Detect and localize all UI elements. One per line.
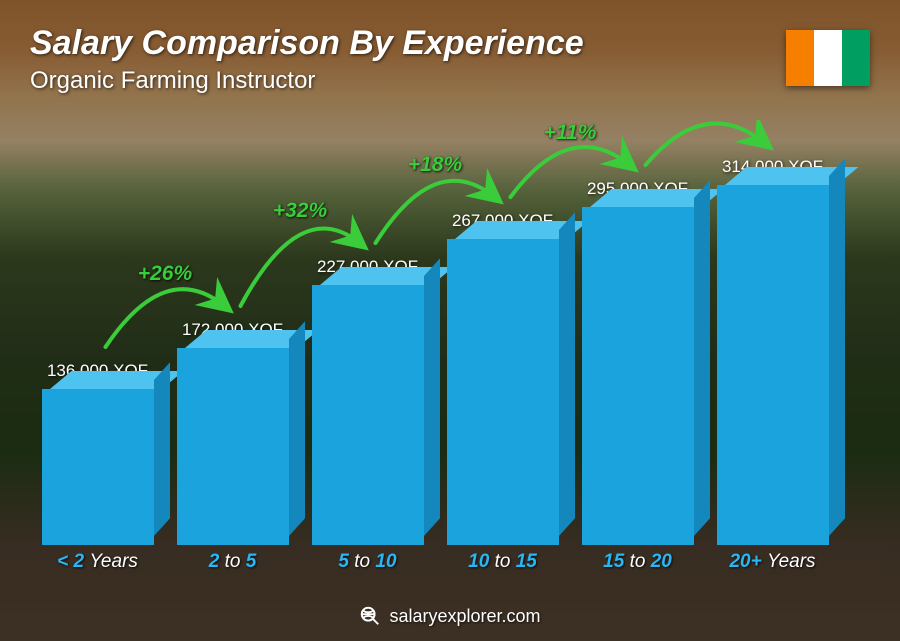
bar	[717, 185, 829, 545]
bar-slot: 295,000 XOF	[570, 179, 705, 545]
x-axis-label: < 2 Years	[30, 551, 165, 573]
x-axis-labels: < 2 Years2 to 55 to 1010 to 1515 to 2020…	[30, 551, 840, 573]
flag-stripe	[786, 30, 814, 86]
bar-slot: 314,000 XOF	[705, 157, 840, 545]
footer: salaryexplorer.com	[0, 605, 900, 627]
x-axis-label: 20+ Years	[705, 551, 840, 573]
country-flag-icon	[786, 30, 870, 86]
bar	[582, 207, 694, 545]
flag-stripe	[842, 30, 870, 86]
x-axis-label: 2 to 5	[165, 551, 300, 573]
bars-group: 136,000 XOF172,000 XOF227,000 XOF267,000…	[30, 125, 840, 545]
globe-search-icon	[359, 605, 381, 627]
bar-slot: 227,000 XOF	[300, 257, 435, 545]
chart-subtitle: Organic Farming Instructor	[30, 67, 584, 95]
chart-area: 136,000 XOF172,000 XOF227,000 XOF267,000…	[30, 120, 840, 573]
chart-header: Salary Comparison By Experience Organic …	[30, 24, 584, 95]
bar	[177, 348, 289, 545]
bar-slot: 172,000 XOF	[165, 320, 300, 545]
flag-stripe	[814, 30, 842, 86]
bar	[312, 285, 424, 545]
x-axis-label: 10 to 15	[435, 551, 570, 573]
chart-title: Salary Comparison By Experience	[30, 24, 584, 63]
x-axis-label: 5 to 10	[300, 551, 435, 573]
bar-slot: 267,000 XOF	[435, 211, 570, 545]
bar	[42, 389, 154, 545]
x-axis-label: 15 to 20	[570, 551, 705, 573]
bar-slot: 136,000 XOF	[30, 361, 165, 545]
pct-change-label: +6%	[684, 120, 727, 122]
footer-text: salaryexplorer.com	[389, 606, 540, 627]
chart-container: Salary Comparison By Experience Organic …	[0, 0, 900, 641]
bar	[447, 239, 559, 545]
